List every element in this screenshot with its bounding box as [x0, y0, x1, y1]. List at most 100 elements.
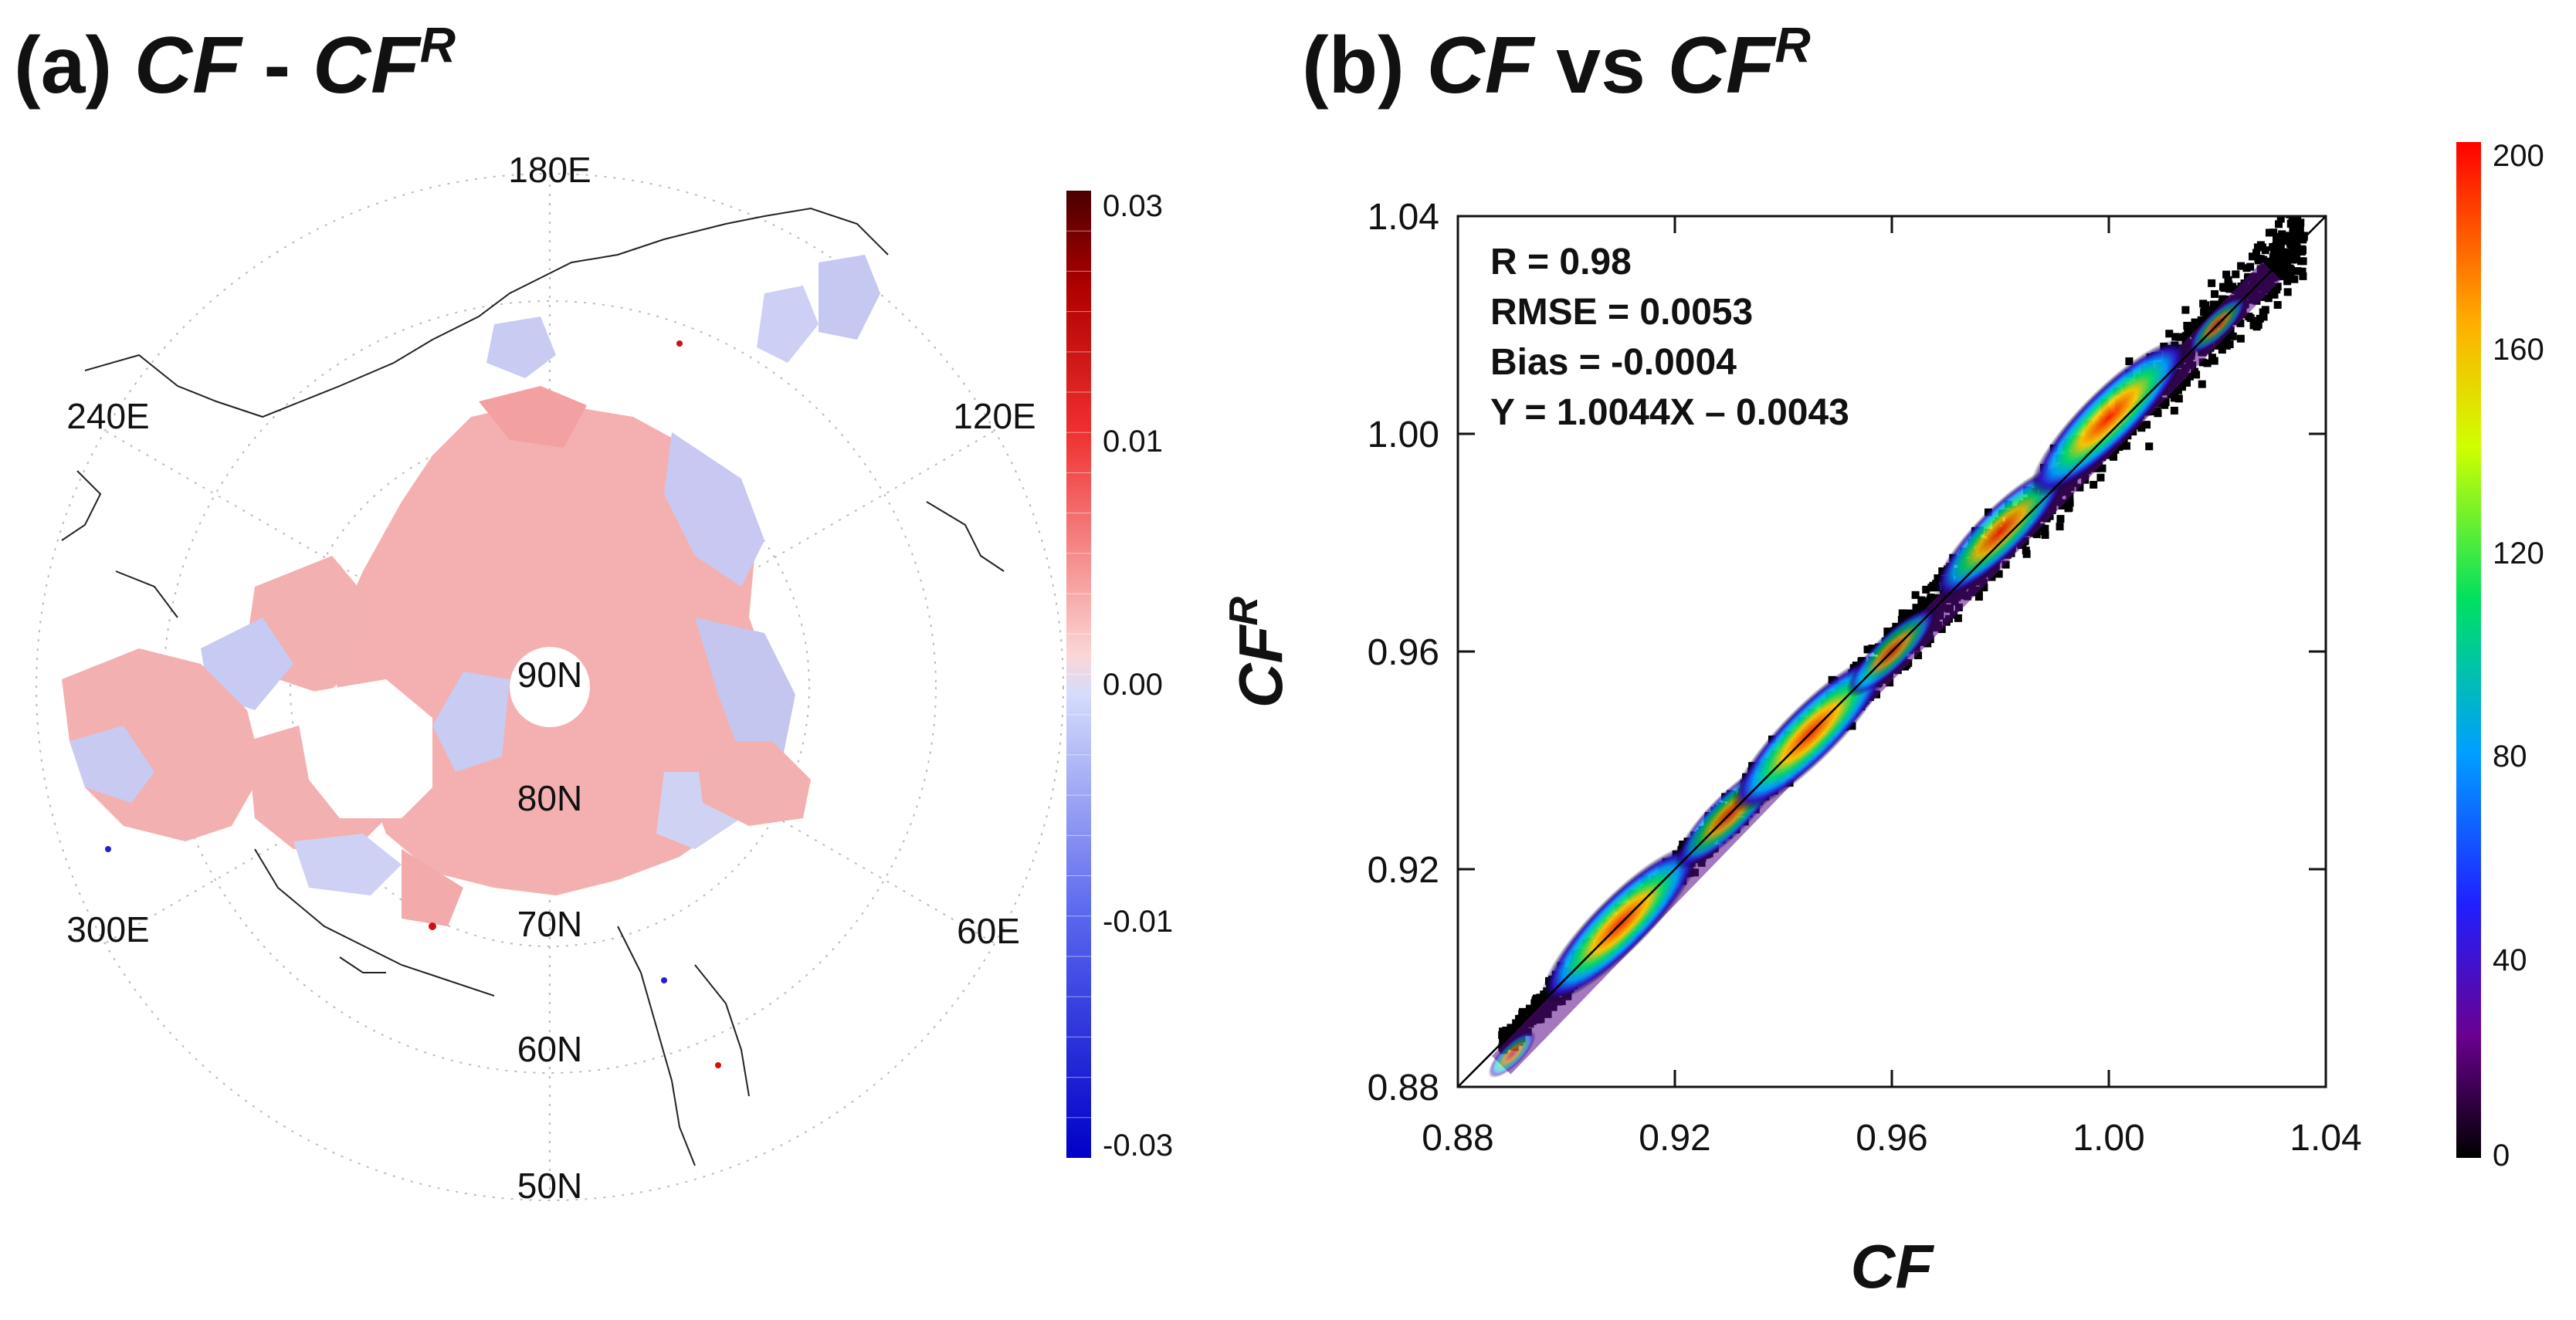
density-cell [2293, 251, 2301, 259]
density-cell [2264, 294, 2273, 303]
density-cell [2183, 378, 2191, 387]
density-cell [2263, 257, 2272, 266]
lat-label-90n: 90N [517, 655, 582, 695]
density-cell [2145, 442, 2154, 451]
density-cell [2290, 256, 2298, 264]
lat-label-50n: 50N [517, 1166, 582, 1206]
density-cell [2165, 330, 2174, 338]
density-cell [2249, 321, 2258, 330]
density-cell [2256, 241, 2265, 249]
density-cell [2032, 530, 2041, 539]
y-axis-label: CFR [1222, 596, 1295, 708]
density-cell [2064, 504, 2073, 513]
density-cell [1519, 1007, 1527, 1016]
density-cell [2066, 499, 2074, 507]
density-cell [1918, 601, 1927, 609]
x-tick-label: 1.04 [2290, 1118, 2361, 1159]
density-cell [2237, 262, 2246, 270]
colorbar-a-tick-0: 0.03 [1103, 189, 1163, 223]
density-cell [2269, 242, 2277, 251]
density-cell [2288, 216, 2296, 222]
stat-bias: Bias = -0.0004 [1490, 342, 1737, 383]
density-cell [2282, 237, 2290, 245]
density-cell [2222, 270, 2231, 279]
density-cell [2275, 220, 2283, 228]
density-cell [2236, 334, 2245, 343]
density-cell [2290, 275, 2299, 283]
density-cell [1863, 645, 1872, 654]
density-cell [2178, 383, 2186, 391]
y-tick-label: 1.04 [1368, 197, 1439, 238]
density-cell [2283, 232, 2292, 240]
density-cell [2185, 372, 2194, 381]
density-cell [1515, 1014, 1524, 1023]
lon-label-180e: 180E [508, 150, 591, 190]
polar-map: 180E 120E 60E 300E 240E 90N 80N 70N 60N … [36, 150, 1064, 1206]
density-cell [2259, 313, 2268, 321]
density-cell [1506, 1027, 1514, 1036]
stat-rmse: RMSE = 0.0053 [1490, 292, 1753, 333]
lon-label-60e: 60E [957, 911, 1020, 951]
density-cell [2276, 251, 2284, 259]
colorbar-b-tick-160: 160 [2493, 333, 2544, 367]
density-cell [2191, 367, 2199, 376]
panel-b: (b) CF vs CFR 0.88 0.92 0.96 1.00 1.040.880.… [1222, 17, 2544, 1301]
density-cell [2218, 295, 2227, 303]
lat-label-70n: 70N [517, 904, 582, 944]
density-cell [1927, 584, 1936, 592]
density-cell [2171, 388, 2179, 397]
x-tick-label: 1.00 [2073, 1118, 2144, 1159]
anomaly-field [62, 255, 880, 1068]
colorbar-b-tick-80: 80 [2493, 740, 2527, 773]
density-cell [2276, 242, 2285, 250]
density-cell [2265, 228, 2273, 237]
density-cell [2248, 252, 2256, 261]
y-tick-label: 1.00 [1368, 415, 1439, 455]
density-cell [2189, 324, 2198, 333]
density-cell [2254, 256, 2262, 265]
density-cell [2211, 289, 2219, 298]
density-cell [2296, 218, 2305, 227]
density-cell [2276, 216, 2285, 223]
density-cell [2252, 249, 2261, 257]
density-cell [2270, 290, 2279, 299]
colorbar-a-tick-2: 0.00 [1103, 668, 1163, 702]
x-tick-label: 0.96 [1856, 1118, 1927, 1159]
density-cell [2282, 264, 2290, 272]
density-cell [2232, 270, 2240, 279]
density-cell [2269, 248, 2278, 256]
density-cell [2214, 341, 2222, 350]
density-cell [2154, 409, 2162, 418]
density-ridge-blob [2029, 338, 2188, 497]
density-cell [2220, 284, 2229, 293]
lat-label-60n: 60N [517, 1029, 582, 1069]
density-cell [2298, 201, 2306, 209]
density-cell [2201, 301, 2210, 310]
density-cell [1974, 593, 1983, 601]
lon-label-300e: 300E [66, 909, 149, 949]
density-cell [2276, 232, 2284, 241]
density-cell [2229, 283, 2237, 291]
density-cell [2286, 239, 2294, 247]
density-cell [2001, 560, 2010, 569]
y-tick-label: 0.92 [1368, 850, 1439, 891]
density-cell [2283, 288, 2292, 296]
density-cell [1906, 609, 1914, 618]
density-cell [1911, 591, 1920, 599]
density-ridge-blob [1934, 465, 2067, 599]
density-cell [2076, 483, 2084, 492]
density-cell [2222, 341, 2231, 350]
colorbar-b-tick-120: 120 [2493, 536, 2544, 570]
lat-label-80n: 80N [517, 778, 582, 818]
density-cell [2098, 464, 2107, 472]
density-cell [2090, 480, 2098, 489]
density-cell [2269, 228, 2278, 237]
density-cell [2181, 306, 2190, 314]
density-ridge-blob [1488, 1030, 1536, 1078]
colorbar-b-tick-40: 40 [2493, 943, 2527, 977]
density-cell [1913, 651, 1922, 659]
density-cell [2208, 279, 2216, 287]
density-cell [2273, 263, 2282, 272]
colorbar-a-tick-1: 0.01 [1103, 425, 1163, 459]
density-cell [1534, 995, 1543, 1004]
